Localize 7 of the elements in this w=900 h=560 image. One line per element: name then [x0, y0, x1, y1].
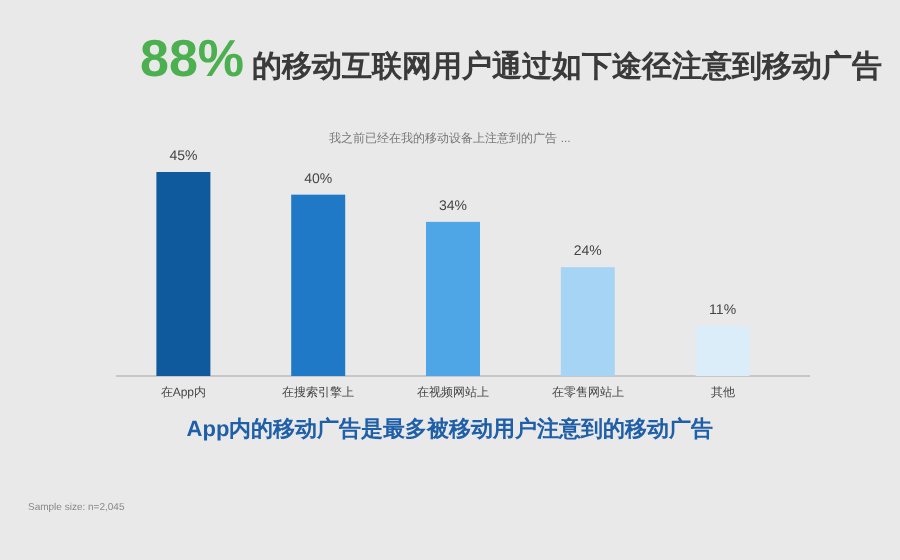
bar — [291, 194, 346, 376]
chart-title: 88%的移动互联网用户通过如下途径注意到移动广告 — [140, 28, 883, 88]
text: App内的移动广告是最多被移动用户注意到的移动广告 — [186, 416, 714, 442]
bar — [426, 221, 480, 376]
bar — [695, 326, 750, 376]
bar — [156, 172, 211, 376]
bar — [560, 267, 615, 376]
